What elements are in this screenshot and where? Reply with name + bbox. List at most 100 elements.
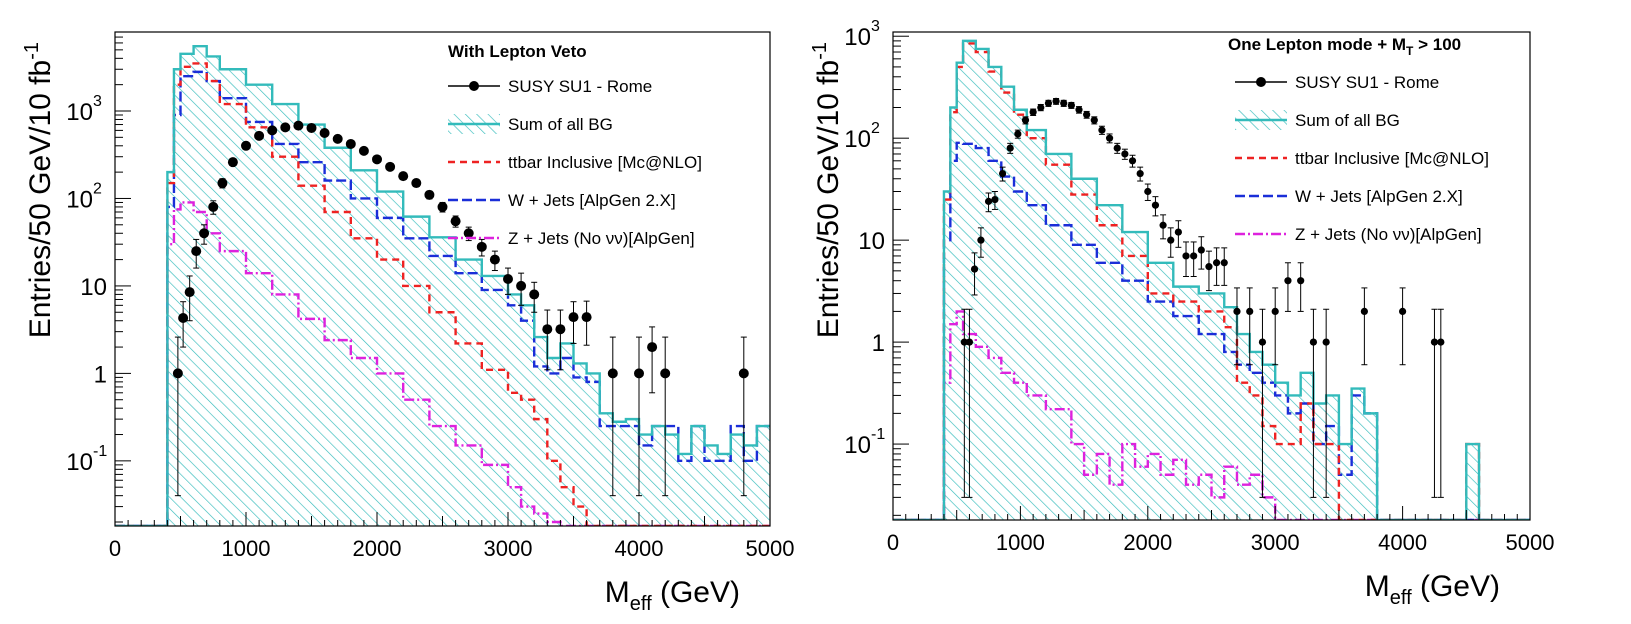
- plot-area: [893, 39, 1530, 520]
- chart-title-sub: T: [1406, 44, 1414, 58]
- susy-point: [199, 228, 210, 239]
- legend-ttbar-label: ttbar Inclusive [Mc@NLO]: [1295, 149, 1489, 168]
- y-axis-label: Entries/50 GeV/10 fb-1: [21, 42, 57, 338]
- susy-point: [1021, 116, 1030, 124]
- x-tick-label: 2000: [1123, 530, 1172, 555]
- x-tick-label: 4000: [1378, 530, 1427, 555]
- susy-point: [398, 171, 409, 182]
- susy-point: [1167, 236, 1175, 244]
- susy-point: [977, 236, 985, 244]
- plot-area: [115, 45, 770, 526]
- series-zjets-line: [115, 201, 770, 526]
- y-tick-exponent: -1: [93, 443, 107, 460]
- susy-point: [1067, 101, 1075, 109]
- legend-sum-label: Sum of all BG: [1295, 111, 1400, 130]
- susy-point: [191, 246, 202, 257]
- susy-point: [1151, 201, 1160, 209]
- x-tick-label: 0: [887, 530, 899, 555]
- susy-point: [998, 169, 1007, 178]
- legend-ttbar-label: ttbar Inclusive [Mc@NLO]: [508, 153, 702, 172]
- susy-point: [1083, 111, 1091, 119]
- susy-point: [1205, 263, 1213, 271]
- susy-point: [1182, 252, 1190, 260]
- x-axis-label-unit: (GeV): [652, 576, 740, 609]
- susy-point: [1197, 246, 1205, 254]
- y-axis-label-group: Entries/50 GeV/10 fb-1: [809, 42, 845, 338]
- susy-point: [1190, 252, 1198, 260]
- susy-point: [965, 338, 974, 346]
- susy-point: [184, 287, 195, 298]
- susy-point: [1212, 259, 1221, 267]
- susy-point: [1044, 99, 1053, 107]
- susy-point: [450, 216, 461, 227]
- legend-susy-marker: [469, 81, 479, 91]
- series-sum-line: [893, 39, 1530, 520]
- y-axis-label: Entries/50 GeV/10 fb-1: [809, 42, 845, 338]
- susy-point: [241, 140, 251, 151]
- susy-point: [267, 125, 278, 136]
- susy-point: [960, 338, 968, 346]
- x-tick-label: 1000: [996, 530, 1045, 555]
- legend-sum-label: Sum of all BG: [508, 115, 613, 134]
- susy-point: [970, 265, 979, 273]
- susy-point: [1006, 144, 1014, 152]
- susy-point: [516, 280, 527, 291]
- sum-bg-hatch-fill: [115, 46, 770, 526]
- chart-title-main: With Lepton Veto: [448, 42, 587, 61]
- legend-susy-marker: [1256, 77, 1266, 87]
- susy-point: [1090, 116, 1098, 124]
- legend-susy-label: SUSY SU1 - Rome: [1295, 73, 1439, 92]
- susy-point: [437, 201, 448, 212]
- susy-point: [555, 324, 566, 335]
- susy-point: [372, 154, 382, 165]
- y-axis-label-main: Entries/50 GeV/10 fb: [24, 60, 57, 339]
- x-tick-label: 5000: [746, 536, 795, 561]
- susy-point: [1113, 144, 1121, 152]
- susy-point: [1258, 338, 1267, 346]
- y-tick-label: 1: [94, 361, 107, 388]
- susy-point: [1128, 157, 1137, 165]
- susy-point: [172, 368, 183, 379]
- y-tick-label: 10: [80, 274, 107, 301]
- y-tick-label: 10: [844, 432, 871, 459]
- y-tick-label: 10: [66, 99, 93, 126]
- series-ttbar-line: [893, 42, 1530, 520]
- susy-point: [1121, 150, 1129, 158]
- susy-point: [254, 130, 265, 141]
- susy-point: [1284, 277, 1292, 285]
- x-tick-label: 1000: [222, 536, 271, 561]
- susy-point: [1144, 187, 1152, 196]
- susy-point: [306, 122, 317, 133]
- susy-point: [345, 138, 356, 149]
- y-tick-exponent: -1: [871, 426, 885, 443]
- susy-point: [463, 228, 474, 239]
- legend-wjets-label: W + Jets [AlpGen 2.X]: [1295, 187, 1463, 206]
- x-axis-label-sub: eff: [630, 593, 652, 615]
- chart-title-tail: > 100: [1413, 35, 1461, 54]
- series-ttbar-line: [115, 62, 770, 526]
- y-tick-exponent: 3: [871, 18, 880, 35]
- susy-point: [1233, 307, 1241, 316]
- y-axis-label-group: Entries/50 GeV/10 fb-1: [21, 42, 57, 338]
- susy-point: [1174, 228, 1182, 236]
- susy-point: [293, 120, 304, 131]
- susy-point: [1309, 338, 1318, 346]
- x-tick-label: 2000: [353, 536, 402, 561]
- y-tick-exponent: 2: [93, 180, 102, 197]
- y-tick-label: 10: [844, 126, 871, 153]
- chart-title: One Lepton mode + MT > 100: [1228, 35, 1461, 58]
- susy-point: [984, 197, 993, 205]
- susy-point: [1136, 169, 1144, 178]
- susy-point: [411, 178, 422, 189]
- x-tick-label: 3000: [1251, 530, 1300, 555]
- x-axis-label: Meff (GeV): [605, 576, 740, 615]
- legend-wjets-label: W + Jets [AlpGen 2.X]: [508, 191, 676, 210]
- susy-point: [660, 368, 671, 379]
- x-tick-label: 3000: [484, 536, 533, 561]
- y-tick-label: 10: [844, 24, 871, 51]
- x-axis-label-main: M: [1365, 570, 1390, 603]
- y-tick-exponent: 2: [871, 120, 880, 137]
- susy-point: [581, 312, 592, 323]
